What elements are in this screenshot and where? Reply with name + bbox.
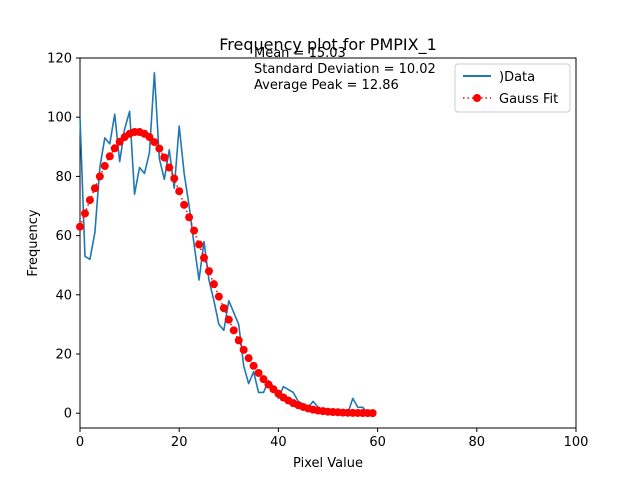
gauss-point [76,222,84,231]
gauss-point [150,138,159,147]
gauss-point [195,240,204,249]
gauss-point [170,174,179,183]
gauss-point [224,315,233,324]
gauss-point [219,304,228,313]
gauss-point [165,163,174,172]
x-tick-label: 100 [564,435,589,450]
gauss-point [145,133,154,142]
y-tick-label: 40 [55,288,72,303]
gauss-point [249,361,258,370]
annotation-mean: Mean = 15.03 [254,46,346,61]
gauss-point [239,345,248,354]
legend: )Data Gauss Fit [454,63,571,113]
gauss-point [175,187,184,196]
gauss-point [115,137,124,146]
gauss-point [259,375,268,384]
gauss-point [254,368,263,377]
series-data-line [79,72,373,415]
gauss-point [200,253,208,262]
gauss-point [105,152,114,161]
annotation-std: Standard Deviation = 10.02 [254,62,436,77]
gauss-point [80,209,89,218]
annotations: Mean = 15.03 Standard Deviation = 10.02 … [254,46,436,93]
gauss-point [244,354,253,363]
y-tick-label: 120 [47,52,72,67]
y-tick-label: 100 [47,111,72,126]
x-tick-label: 20 [171,435,188,450]
plot-frame [79,57,577,429]
gauss-point [160,153,169,162]
gauss-point [185,213,194,222]
series-layer [76,72,377,418]
x-axis-label: Pixel Value [293,456,363,471]
gauss-point [209,280,218,289]
x-tick-label: 80 [469,435,486,450]
y-tick-label: 20 [55,348,72,363]
gauss-point [214,292,223,301]
plot-area [76,57,577,429]
gauss-point [264,380,273,389]
legend-gauss-label: Gauss Fit [499,92,558,107]
y-tick-label: 60 [55,229,72,244]
x-tick-label: 0 [76,435,84,450]
series-gauss-line [79,131,373,414]
gauss-point [95,172,104,181]
gauss-point [85,196,94,205]
gauss-point [90,184,99,193]
annotation-peak: Average Peak = 12.86 [254,78,399,93]
gauss-point [180,200,189,209]
gauss-point [229,326,238,335]
x-tick-label: 60 [369,435,386,450]
legend-gauss-swatch-marker [473,94,481,102]
chart-title: Frequency plot for PMPIX_1 [219,35,437,55]
gauss-point [368,409,377,418]
legend-data-label: )Data [499,70,535,85]
gauss-point [234,336,243,345]
gauss-point [204,267,213,276]
x-axis: 0 20 40 60 80 100 [76,428,589,450]
x-tick-label: 40 [270,435,287,450]
y-axis: 0 20 40 60 80 100 120 [47,52,80,422]
y-tick-label: 0 [64,407,72,422]
y-axis-label: Frequency [26,209,41,276]
gauss-point [100,162,109,171]
gauss-point [190,226,199,235]
gauss-point [110,144,119,153]
y-tick-label: 80 [55,170,72,185]
gauss-point [155,144,164,153]
